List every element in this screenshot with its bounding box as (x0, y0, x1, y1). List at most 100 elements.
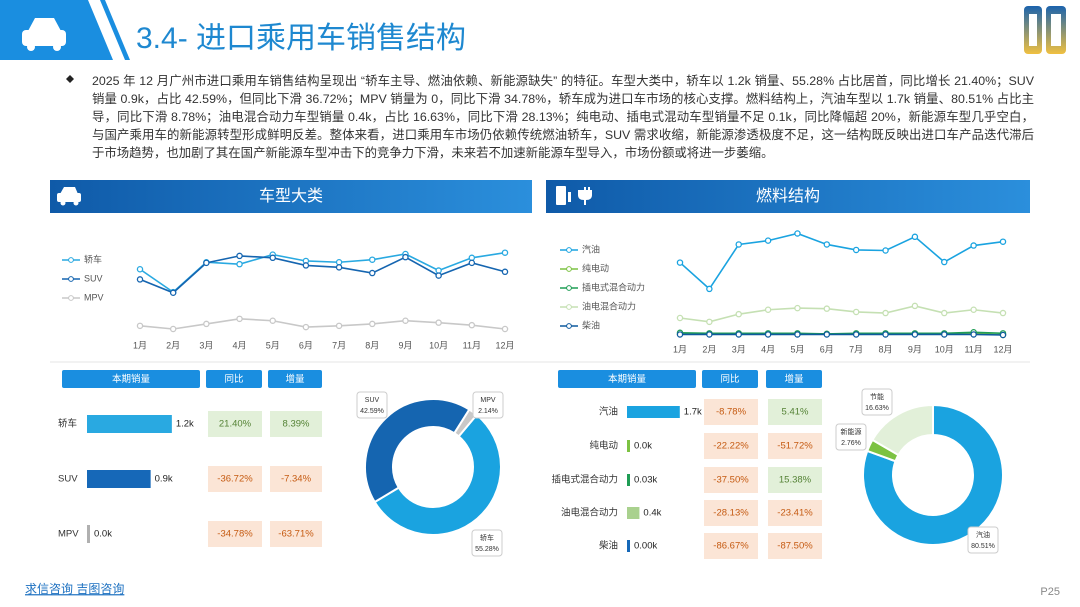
column-header-label: 增量 (784, 373, 804, 385)
column-header-label: 同比 (224, 373, 243, 385)
point (136, 265, 144, 273)
callout (471, 529, 503, 557)
point (468, 321, 476, 329)
line (139, 255, 506, 294)
bar (87, 415, 172, 433)
legend-label: 轿车 (84, 253, 102, 264)
cell (768, 500, 822, 526)
point (735, 331, 742, 338)
column-header (766, 370, 822, 388)
cell (704, 433, 758, 459)
cell (768, 467, 822, 493)
cell-text: -37.50% (713, 475, 749, 486)
cell-text: 15.38% (779, 475, 812, 486)
callout (356, 391, 388, 419)
section-header (546, 180, 1030, 213)
point (823, 331, 831, 338)
callout-name: 节能 (870, 392, 884, 401)
callout-name: 新能源 (841, 427, 862, 436)
callout-name: 轿车 (480, 533, 494, 542)
legend-marker (566, 304, 572, 310)
legend-label: 柴油 (582, 319, 600, 330)
cell (208, 411, 262, 437)
legend-marker (566, 247, 572, 253)
row-label: 插电式混合动力 (551, 474, 618, 486)
x-tick-label: 5月 (266, 340, 280, 350)
x-tick-label: 9月 (908, 344, 922, 354)
point (435, 319, 442, 326)
callout (967, 526, 999, 554)
point (852, 308, 860, 316)
point (970, 306, 977, 314)
legend-label: 油电混合动力 (582, 300, 636, 311)
cell-text: -8.78% (716, 407, 747, 418)
point (882, 331, 889, 338)
column-header (268, 370, 322, 388)
point (706, 285, 713, 293)
row-label: 柴油 (599, 540, 618, 552)
callout-name: SUV (365, 397, 380, 404)
cell-text: -86.67% (713, 541, 749, 552)
point (402, 317, 409, 324)
legend-marker (566, 285, 572, 291)
x-tick-label: 12月 (993, 344, 1012, 354)
x-tick-label: 10月 (935, 344, 954, 354)
x-tick-label: 3月 (732, 344, 746, 354)
point (911, 233, 919, 241)
callout-value: 42.59% (360, 408, 384, 415)
point (970, 242, 977, 249)
column-header (702, 370, 758, 388)
cell-text: -51.72% (777, 441, 813, 452)
bar (627, 540, 630, 552)
row-label: 轿车 (58, 418, 77, 430)
section-header (50, 180, 532, 213)
point (435, 267, 442, 274)
point (468, 259, 476, 267)
x-tick-label: 12月 (495, 340, 514, 350)
point (911, 302, 919, 310)
cell (270, 411, 322, 437)
cell (768, 433, 822, 459)
x-tick-label: 4月 (761, 344, 775, 354)
car-icon (57, 187, 81, 206)
donut-slice (364, 398, 471, 504)
cell (768, 533, 822, 559)
x-tick-label: 8月 (365, 340, 379, 350)
cell (704, 467, 758, 493)
x-tick-label: 2月 (702, 344, 716, 354)
point (236, 260, 243, 268)
cell-text: -7.34% (281, 474, 312, 485)
cell-text: -28.13% (713, 508, 749, 519)
legend-marker (68, 257, 74, 263)
point (236, 252, 243, 260)
point (735, 241, 742, 248)
x-tick-label: 11月 (964, 344, 982, 354)
bar (627, 507, 640, 519)
row-label: SUV (58, 474, 78, 485)
section-title: 燃料结构 (756, 187, 820, 205)
value-label: 0.03k (634, 475, 657, 486)
value-label: 0.0k (94, 529, 112, 540)
column-header-label: 本期销量 (608, 373, 647, 385)
x-tick-label: 4月 (233, 340, 247, 350)
point (764, 306, 772, 314)
donut-slice (373, 413, 502, 536)
point (501, 325, 509, 333)
footer-source: 求信咨询 吉图咨询 (25, 581, 124, 596)
callout-name: MPV (480, 397, 496, 404)
cell (270, 466, 322, 492)
bar (87, 525, 90, 543)
cell-text: -23.41% (777, 508, 813, 519)
point (911, 331, 919, 338)
point (203, 259, 210, 267)
point (269, 317, 276, 324)
cell (704, 399, 758, 425)
cell-text: -36.72% (217, 474, 253, 485)
cell-text: -22.22% (713, 441, 749, 452)
point (236, 315, 243, 323)
callout-value: 55.28% (475, 546, 499, 553)
point (169, 289, 177, 297)
legend-label: 汽油 (582, 243, 600, 254)
callout-value: 2.14% (478, 408, 498, 415)
